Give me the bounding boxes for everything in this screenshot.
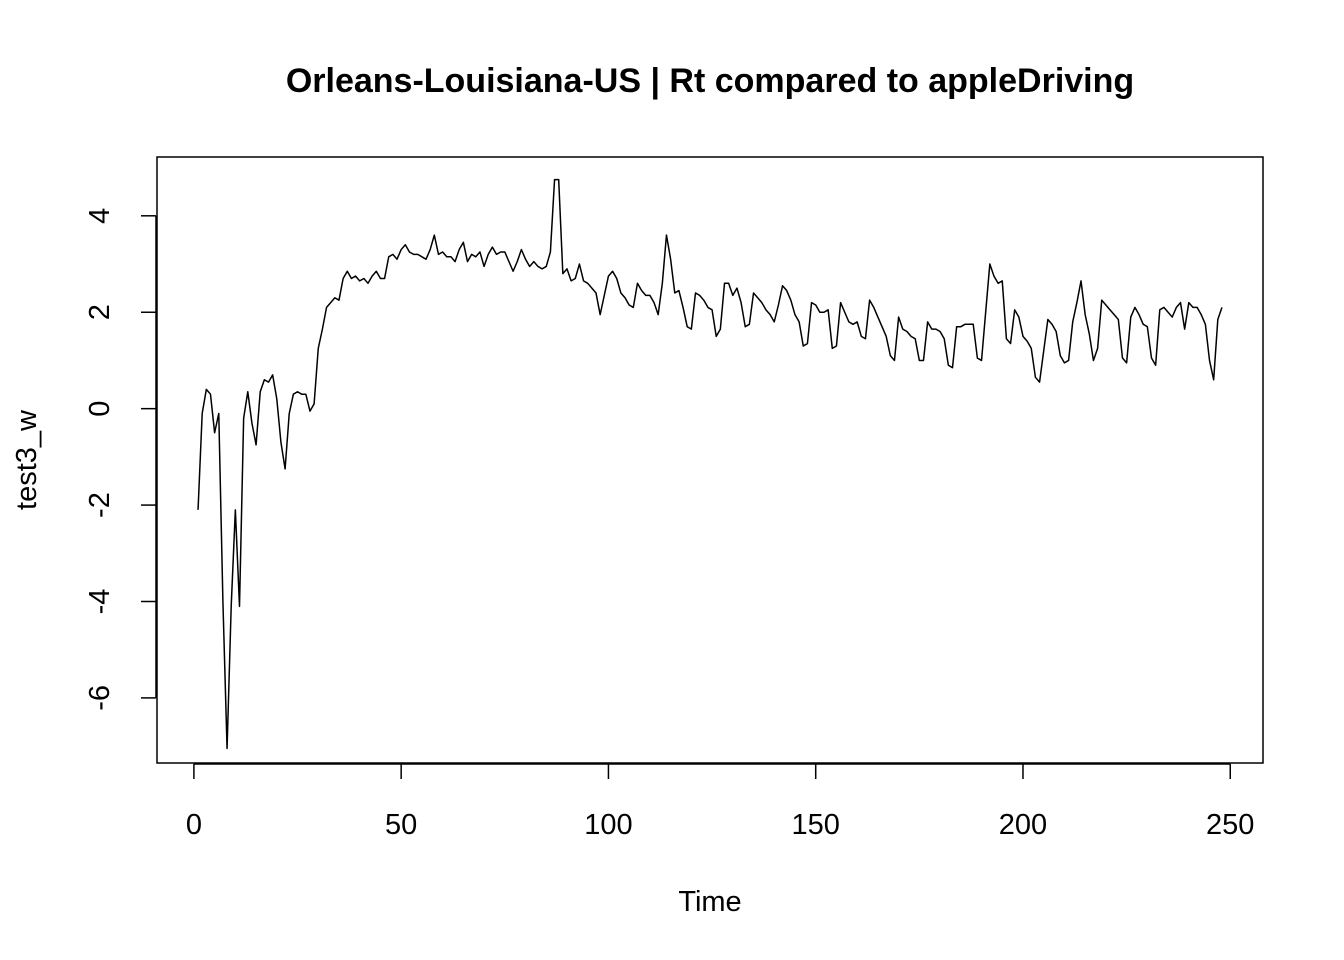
y-tick-label: -2 <box>84 492 116 518</box>
x-tick-label: 100 <box>584 809 632 841</box>
y-tick-label: 0 <box>84 401 116 417</box>
plot-frame <box>156 156 1264 764</box>
x-tick-label: 150 <box>792 809 840 841</box>
series-line <box>197 178 1223 750</box>
y-tick-label: -4 <box>84 589 116 615</box>
x-tick-label: 250 <box>1206 809 1254 841</box>
x-axis: 0 50 100 150 200 250 <box>186 763 1254 841</box>
y-axis: -6 -4 -2 0 2 4 <box>84 208 157 711</box>
x-axis-label: Time <box>678 886 741 918</box>
y-tick-label: -6 <box>84 685 116 711</box>
y-tick-label: 2 <box>84 304 116 320</box>
x-tick-label: 200 <box>999 809 1047 841</box>
x-tick-label: 0 <box>186 809 202 841</box>
y-tick-label: 4 <box>84 208 116 224</box>
y-axis-label: test3_w <box>11 409 43 510</box>
chart-title: Orleans-Louisiana-US | Rt compared to ap… <box>286 62 1134 100</box>
x-tick-label: 50 <box>385 809 417 841</box>
